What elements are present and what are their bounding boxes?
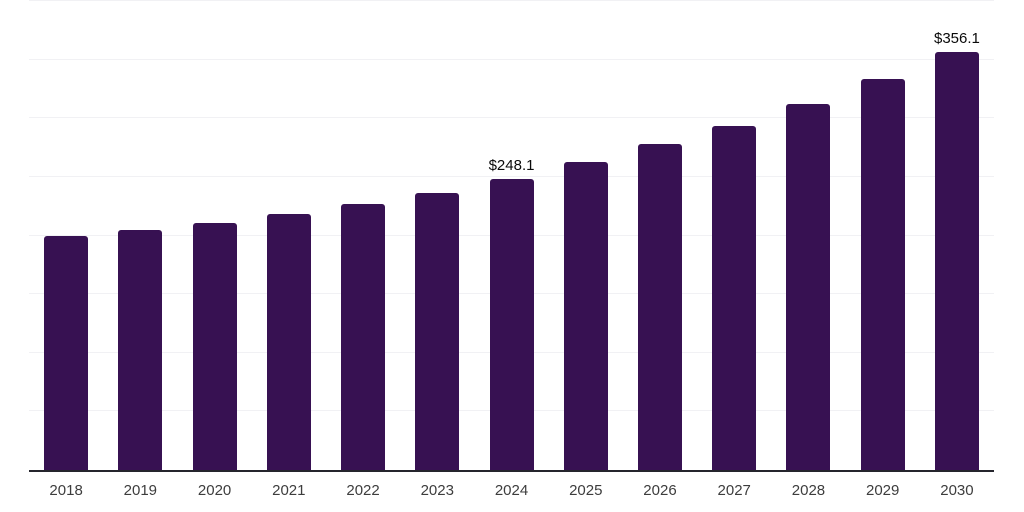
x-axis-label: 2024: [494, 482, 529, 499]
bar-2030: $356.1: [934, 30, 980, 470]
x-axis-label: 2029: [866, 482, 900, 499]
bar-2024: $248.1: [489, 157, 534, 470]
x-axis-label: 2025: [569, 482, 603, 499]
bar-value-label: $356.1: [933, 30, 980, 48]
bar-slot: [623, 1, 697, 470]
bar-slot: [326, 1, 400, 470]
gridline: [29, 117, 994, 119]
bar-slot: [771, 1, 845, 470]
bar-slot: $248.1: [474, 1, 548, 470]
bar-slot: $356.1: [920, 1, 994, 470]
bar-slot: [400, 1, 474, 470]
bar-2029: [860, 78, 905, 470]
x-axis-label: 2023: [420, 482, 454, 499]
bar-2019: [118, 230, 163, 470]
bar-slot: [29, 1, 103, 470]
gridline: [29, 0, 994, 1]
bars-layer: $248.1 $356.1: [29, 1, 994, 470]
x-axis-label: 2030: [940, 482, 974, 499]
bar-slot: [846, 1, 920, 470]
x-axis-labels: 2018 2019 2020 2021 2022 2023 2024 2025 2026 2027…: [29, 481, 994, 501]
x-axis-label: 2020: [197, 482, 232, 499]
x-axis-label: 2028: [791, 482, 826, 499]
x-axis-label: 2021: [272, 482, 306, 499]
bar-2020: [192, 222, 237, 470]
x-axis-label: 2019: [123, 482, 158, 499]
bar-2021: [266, 214, 311, 470]
bar-slot: [697, 1, 771, 470]
plot-area: $248.1 $356.1: [29, 0, 994, 470]
x-axis-line: [29, 470, 994, 472]
gridline: [29, 175, 994, 177]
bar-value-label: $248.1: [488, 157, 535, 175]
bar-2026: [637, 144, 682, 470]
bar-2028: [786, 103, 831, 470]
x-axis-label: 2027: [717, 482, 751, 499]
x-axis-label: 2018: [49, 482, 83, 499]
bar-slot: [103, 1, 177, 470]
bar-2023: [415, 193, 460, 470]
bar-slot: [177, 1, 251, 470]
x-axis-label: 2022: [346, 482, 380, 499]
gridline: [29, 58, 994, 60]
bar-2022: [341, 203, 386, 470]
bar-2027: [712, 126, 757, 470]
bar-2018: [44, 236, 89, 470]
x-axis-label: 2026: [643, 482, 677, 499]
bar-slot: [252, 1, 326, 470]
bar-slot: [549, 1, 623, 470]
bar-2025: [563, 162, 608, 470]
